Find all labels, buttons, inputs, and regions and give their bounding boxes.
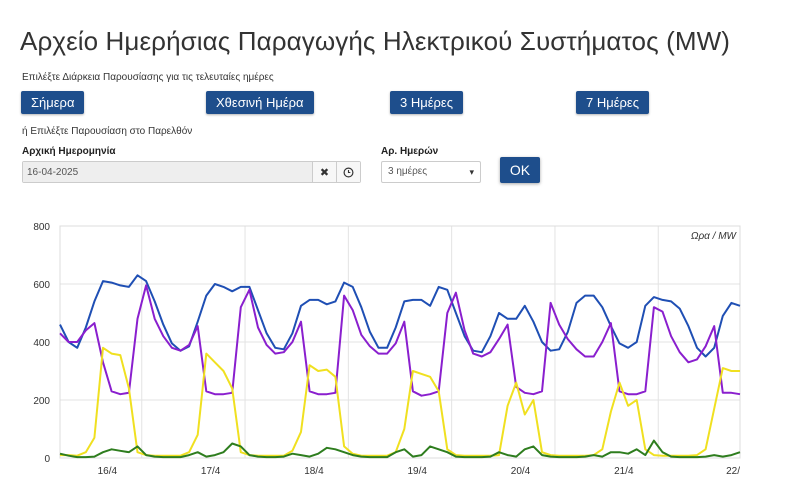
today-button[interactable]: Σήμερα [21, 91, 85, 114]
chart-series [59, 274, 741, 459]
series-line-0 [59, 274, 741, 358]
y-tick-label: 400 [33, 338, 50, 349]
days-select-value: 3 ημέρες [388, 166, 428, 177]
y-tick-label: 200 [33, 396, 50, 407]
x-tick-label: 21/4 [614, 466, 634, 477]
start-date-group: ✖ [22, 161, 361, 183]
start-date-label: Αρχική Ημερομηνία [22, 146, 116, 157]
ok-button[interactable]: OK [500, 157, 540, 183]
clock-icon[interactable] [336, 162, 360, 182]
series-line-2 [60, 346, 740, 457]
series-line-3 [59, 439, 741, 459]
x-tick-label: 18/4 [304, 466, 324, 477]
period-prompt: Επιλέξτε Διάρκεια Παρουσίασης για τις τε… [22, 72, 274, 83]
chart-grid [59, 225, 741, 459]
y-tick-label: 0 [44, 454, 50, 465]
y-tick-label: 800 [33, 222, 50, 233]
x-axis: 16/4 17/4 18/4 19/4 20/4 21/4 22/ [98, 466, 741, 477]
past-prompt: ή Επιλέξτε Παρουσίαση στο Παρελθόν [22, 126, 193, 137]
x-tick-label: 22/ [726, 466, 740, 477]
close-icon[interactable]: ✖ [312, 162, 336, 182]
x-tick-label: 20/4 [511, 466, 531, 477]
days-label: Αρ. Ημερών [381, 146, 439, 157]
production-chart: 0 200 400 600 800 16/4 17/4 18/4 19/4 20/4 21/4 22… [33, 222, 741, 477]
x-tick-label: 16/4 [98, 466, 118, 477]
chart-unit-label: Ωρα / MW [691, 231, 738, 242]
seven-days-button[interactable]: 7 Ημέρες [576, 91, 649, 114]
three-days-button[interactable]: 3 Ημέρες [390, 91, 463, 114]
page-title: Αρχείο Ημερήσιας Παραγωγής Ηλεκτρικού Συ… [20, 26, 730, 56]
start-date-input[interactable] [23, 162, 312, 182]
series-line-1 [59, 284, 741, 397]
yesterday-button[interactable]: Χθεσινή Ημέρα [206, 91, 314, 114]
chevron-down-icon: ▾ [469, 167, 474, 177]
days-select[interactable]: 3 ημέρες ▾ [381, 161, 481, 183]
y-tick-label: 600 [33, 280, 50, 291]
x-tick-label: 19/4 [407, 466, 427, 477]
plot-frame [59, 225, 741, 459]
y-axis: 0 200 400 600 800 [33, 222, 50, 465]
x-tick-label: 17/4 [201, 466, 221, 477]
